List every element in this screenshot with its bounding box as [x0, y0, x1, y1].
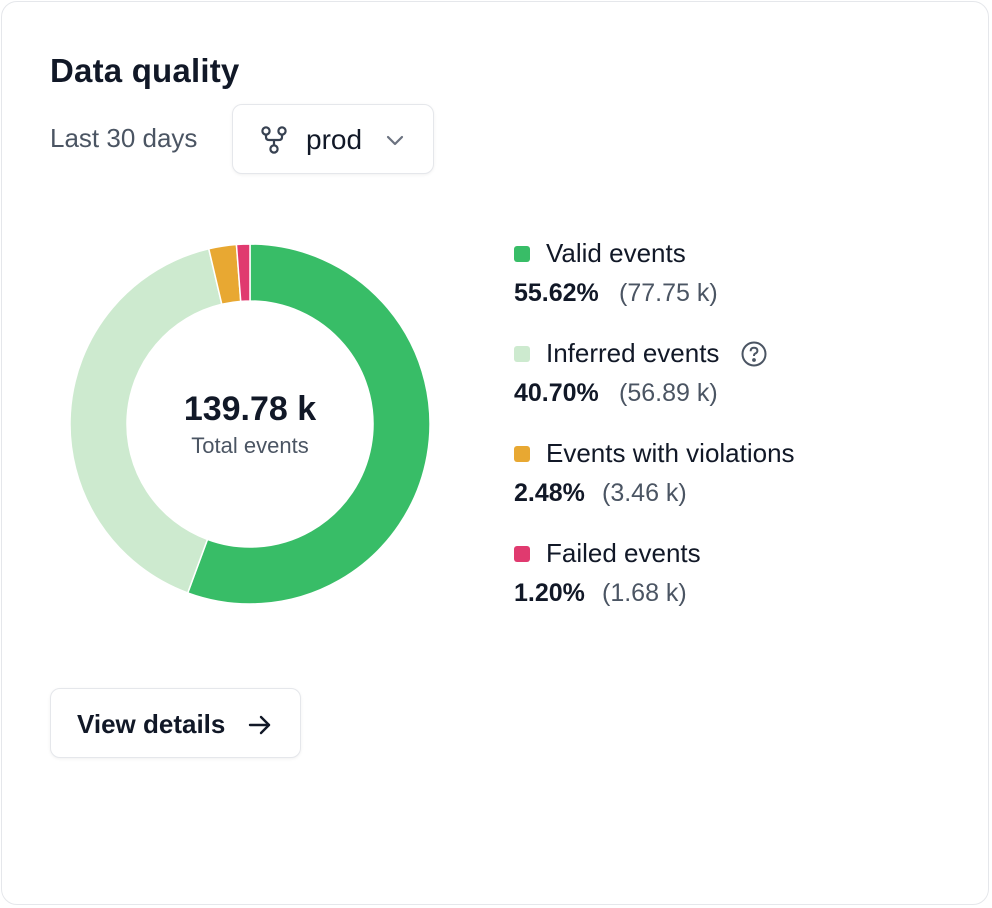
environment-select[interactable]: prod [232, 104, 434, 174]
legend-count: (56.89 k) [619, 379, 718, 407]
total-events-value: 139.78 k [183, 390, 317, 428]
branch-icon [259, 125, 289, 160]
total-events-label: Total events [191, 433, 309, 458]
donut-slice-valid-events[interactable] [186, 243, 431, 605]
legend-name: Failed events [546, 538, 701, 568]
view-details-label: View details [77, 709, 226, 739]
legend-percent: 2.48% [514, 479, 585, 507]
legend-swatch [514, 246, 530, 262]
arrow-right-icon [247, 712, 273, 743]
donut-slice-failed-events[interactable] [235, 243, 251, 303]
legend-percent: 1.20% [514, 579, 585, 607]
legend-name: Events with violations [546, 438, 795, 468]
legend-count: (1.68 k) [602, 579, 687, 607]
legend-swatch [514, 446, 530, 462]
legend-percent: 40.70% [514, 379, 599, 407]
date-range-label: Last 30 days [50, 123, 198, 153]
legend-count: (77.75 k) [619, 279, 718, 307]
chevron-down-icon [385, 130, 405, 155]
legend-swatch [514, 546, 530, 562]
card-title: Data quality [50, 52, 240, 89]
legend-name: Inferred events [546, 338, 720, 368]
legend-percent: 55.62% [514, 279, 599, 307]
environment-value: prod [306, 124, 363, 155]
donut-svg [69, 243, 431, 605]
donut-slice-inferred-events[interactable] [69, 247, 223, 594]
help-circle-icon[interactable] [740, 340, 768, 373]
view-details-button[interactable]: View details [50, 688, 301, 758]
legend-swatch [514, 346, 530, 362]
legend-count: (3.46 k) [602, 479, 687, 507]
donut-chart: 139.78 k Total events [68, 242, 432, 606]
legend-name: Valid events [546, 238, 686, 268]
